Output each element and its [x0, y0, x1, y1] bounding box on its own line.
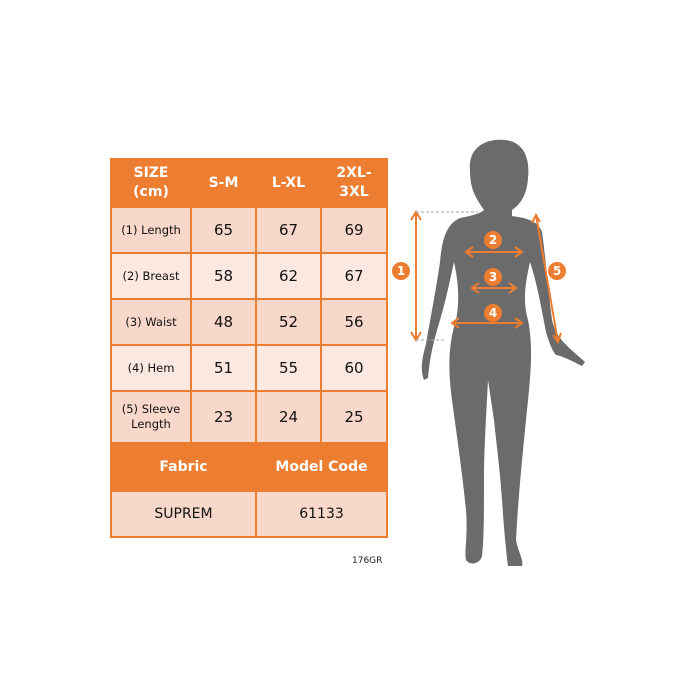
model-code-header: Model Code — [255, 442, 388, 492]
header-s-m: S-M — [190, 158, 257, 208]
cell: 67 — [320, 252, 388, 300]
row-label: (1) Length — [110, 206, 192, 254]
table-row: (5) Sleeve Length 23 24 25 — [110, 390, 388, 444]
fabric-header-row: Fabric Model Code — [110, 442, 388, 492]
guide-lines — [416, 211, 478, 341]
row-label: (3) Waist — [110, 298, 192, 346]
row-label: (2) Breast — [110, 252, 192, 300]
cell: 56 — [320, 298, 388, 346]
sleeve-arrow — [535, 214, 559, 343]
fabric-row: SUPREM 61133 — [110, 490, 388, 538]
cell: 51 — [190, 344, 257, 392]
cell: 62 — [255, 252, 322, 300]
marker-4: 4 — [489, 306, 497, 320]
cell: 24 — [255, 390, 322, 444]
measurement-markers: 1 2 3 4 5 — [392, 231, 566, 322]
cell: 67 — [255, 206, 322, 254]
cell: 25 — [320, 390, 388, 444]
female-silhouette — [421, 139, 585, 566]
row-label: (4) Hem — [110, 344, 192, 392]
cell: 55 — [255, 344, 322, 392]
marker-1: 1 — [397, 264, 405, 278]
row-label: (5) Sleeve Length — [110, 390, 192, 444]
marker-2: 2 — [489, 233, 497, 247]
cell: 58 — [190, 252, 257, 300]
cell: 69 — [320, 206, 388, 254]
model-size-label: 176GR — [352, 556, 383, 566]
header-2xl-3xl: 2XL- 3XL — [320, 158, 388, 208]
cell: 60 — [320, 344, 388, 392]
table-row: (2) Breast 58 62 67 — [110, 252, 388, 300]
marker-3: 3 — [489, 270, 497, 284]
marker-5: 5 — [553, 264, 561, 278]
table-row: (4) Hem 51 55 60 — [110, 344, 388, 392]
fabric-value: SUPREM — [110, 490, 257, 538]
table-row: (1) Length 65 67 69 — [110, 206, 388, 254]
cell: 48 — [190, 298, 257, 346]
cell: 52 — [255, 298, 322, 346]
table-row: (3) Waist 48 52 56 — [110, 298, 388, 346]
fabric-header: Fabric — [110, 442, 257, 492]
cell: 65 — [190, 206, 257, 254]
cell: 23 — [190, 390, 257, 444]
header-row: SIZE (cm) S-M L-XL 2XL- 3XL — [110, 158, 388, 208]
header-l-xl: L-XL — [255, 158, 322, 208]
header-size: SIZE (cm) — [110, 158, 192, 208]
model-code-value: 61133 — [255, 490, 388, 538]
size-chart-table: SIZE (cm) S-M L-XL 2XL- 3XL (1) Length 6… — [110, 158, 388, 538]
